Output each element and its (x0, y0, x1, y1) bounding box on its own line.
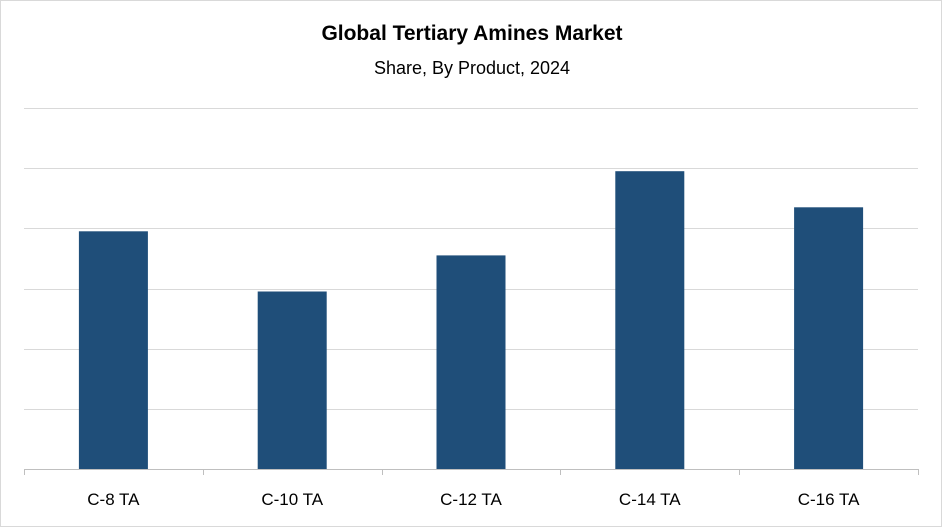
x-axis (24, 469, 919, 475)
x-tick-label: C-16 TA (798, 490, 860, 509)
bar-series (78, 171, 864, 470)
bar-c-10-ta (257, 291, 327, 469)
chart-title: Global Tertiary Amines Market (321, 22, 623, 45)
x-tick-label: C-8 TA (87, 490, 140, 509)
x-tick-label: C-10 TA (261, 490, 323, 509)
x-axis-tick-labels: C-8 TA C-10 TA C-12 TA C-14 TA C-16 TA (87, 490, 860, 509)
x-tick-label: C-14 TA (619, 490, 681, 509)
chart-subtitle: Share, By Product, 2024 (373, 58, 571, 78)
bar-c-14-ta (615, 171, 685, 469)
bar-c-16-ta (794, 207, 864, 470)
bar-c-12-ta (436, 255, 506, 469)
x-tick-label: C-12 TA (440, 490, 502, 509)
bar-c-8-ta (78, 231, 148, 469)
